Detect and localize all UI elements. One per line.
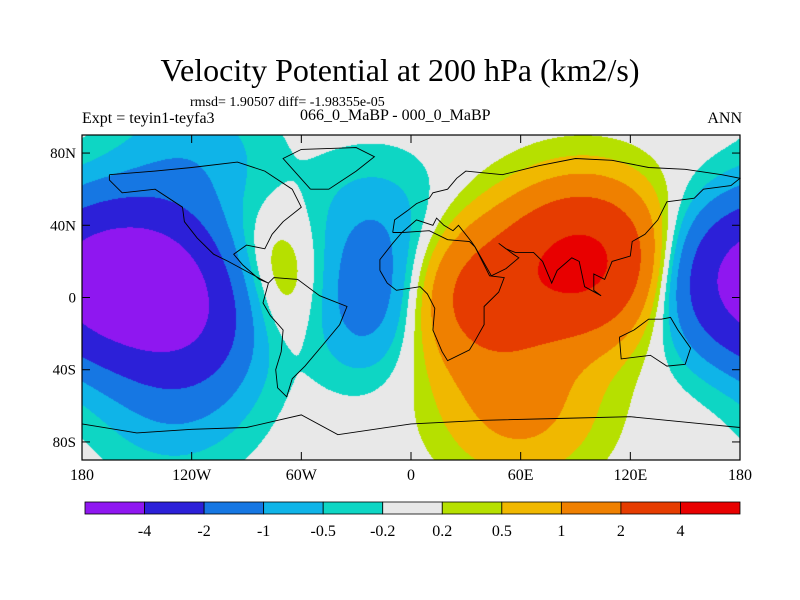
colorbar-label: -2 <box>197 523 210 540</box>
y-tick-label: 40N <box>50 218 76 234</box>
x-tick-label: 0 <box>407 467 415 484</box>
coastline-6 <box>81 414 741 436</box>
difference-label: 066_0_MaBP - 000_0_MaBP <box>300 107 491 124</box>
colorbar-label: -4 <box>138 523 151 540</box>
coastline-2 <box>282 147 376 190</box>
coastline-4 <box>379 230 505 362</box>
y-tick-label: 0 <box>69 291 77 307</box>
colorbar-swatch <box>84 501 145 515</box>
y-tick-label: 80S <box>53 435 76 451</box>
x-tick-label: 60W <box>286 467 318 484</box>
x-tick-label: 120W <box>172 467 212 484</box>
x-tick-label: 180 <box>70 467 94 484</box>
colorbar-label: -0.2 <box>370 523 395 540</box>
coastlines <box>81 147 742 436</box>
chart-title: Velocity Potential at 200 hPa (km2/s) <box>160 52 640 88</box>
colorbar-swatch <box>501 501 562 515</box>
colorbar-swatch <box>322 501 384 515</box>
season-label: ANN <box>707 110 742 127</box>
colorbar-swatch <box>382 501 443 515</box>
colorbar-swatch <box>144 501 205 515</box>
colorbar-swatch <box>680 501 741 515</box>
colorbar-swatch <box>560 501 622 515</box>
colorbar-swatch <box>441 501 503 515</box>
colorbar-swatch <box>263 501 324 515</box>
x-tick-label: 60E <box>508 467 534 484</box>
colorbar: -4 -2 -1 -0.5 -0.2 0.2 0.5 1 2 4 <box>84 501 741 540</box>
colorbar-label: 1 <box>557 523 565 540</box>
colorbar-label: -0.5 <box>311 523 336 540</box>
colorbar-label: 2 <box>617 523 625 540</box>
experiment-label: Expt = teyin1-teyfa3 <box>82 110 215 127</box>
colorbar-label: 4 <box>676 523 684 540</box>
y-tick-label: 40S <box>53 363 76 379</box>
velocity-potential-field <box>82 135 740 460</box>
colorbar-swatch <box>203 501 265 515</box>
coastline-1 <box>262 277 348 398</box>
x-tick-label: 180 <box>728 467 752 484</box>
colorbar-label: 0.5 <box>492 523 512 540</box>
coastline-0 <box>108 161 302 284</box>
rmsd-label: rmsd= 1.90507 diff= -1.98355e-05 <box>190 95 385 110</box>
x-tick-label: 120E <box>613 467 647 484</box>
colorbar-label: -1 <box>257 523 270 540</box>
y-tick-label: 80N <box>50 146 76 162</box>
colorbar-swatch <box>620 501 681 515</box>
colorbar-label: 0.2 <box>432 523 452 540</box>
coastline-5 <box>618 316 692 367</box>
